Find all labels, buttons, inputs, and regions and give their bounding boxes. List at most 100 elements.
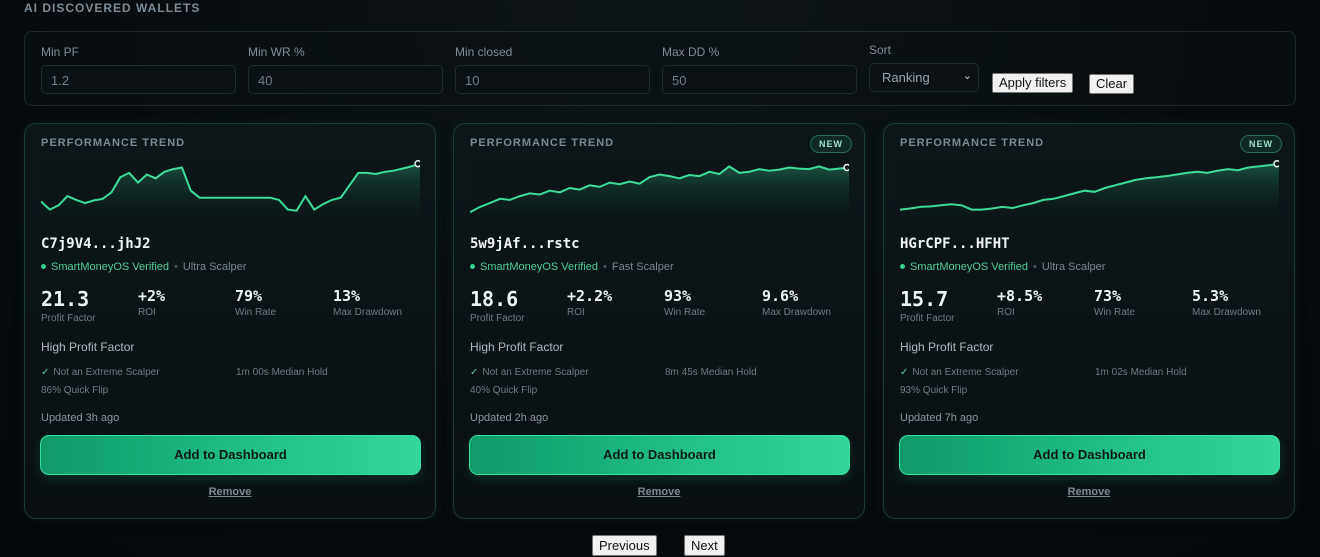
- trader-style: Ultra Scalper: [182, 261, 247, 273]
- trader-style: Fast Scalper: [611, 261, 674, 273]
- remove-link: Remove: [884, 486, 1294, 498]
- max-drawdown-label: Max Drawdown: [1192, 307, 1261, 318]
- verified-label: SmartMoneyOS Verified: [51, 261, 169, 273]
- roi-metric: +8.5% ROI: [997, 287, 1042, 318]
- add-to-dashboard-button[interactable]: Add to Dashboard: [469, 435, 850, 475]
- wallet-card: PERFORMANCE TREND C7j9V4...jhJ2 SmartMon…: [24, 123, 436, 519]
- trader-style: Ultra Scalper: [1041, 261, 1106, 273]
- sort-select-value: Ranking: [882, 70, 930, 85]
- sparkline-endpoint: [414, 159, 420, 168]
- sparkline-area: [470, 166, 849, 219]
- roi-metric: +2% ROI: [138, 287, 165, 318]
- clear-filters-button[interactable]: Clear: [1089, 74, 1135, 94]
- max-dd-filter: Max DD % 50: [662, 45, 857, 94]
- max-drawdown-value: 5.3%: [1192, 287, 1229, 305]
- sort-filter: Sort Ranking ⌄: [869, 43, 979, 92]
- win-rate-label: Win Rate: [1094, 307, 1136, 318]
- highlight-label: High Profit Factor: [900, 340, 994, 354]
- min-pf-filter: Min PF 1.2: [41, 45, 236, 94]
- sparkline-line: [900, 162, 1279, 211]
- profit-factor-label: Profit Factor: [900, 313, 955, 324]
- verification-line: SmartMoneyOS Verified • Fast Scalper: [470, 261, 674, 273]
- roi-value: +2.2%: [567, 287, 613, 305]
- performance-sparkline: [41, 157, 420, 219]
- quick-flip-tag: 86% Quick Flip: [41, 385, 109, 396]
- verified-dot-icon: [900, 263, 905, 269]
- remove-link: Remove: [25, 486, 435, 498]
- profit-factor-label: Profit Factor: [41, 313, 96, 324]
- median-hold-tag: 1m 00s Median Hold: [236, 367, 328, 378]
- new-badge: NEW: [810, 135, 852, 153]
- remove-link-text[interactable]: Remove: [208, 486, 252, 498]
- win-rate-value: 79%: [235, 287, 263, 305]
- updated-time: Updated 3h ago: [41, 412, 120, 424]
- performance-trend-label: PERFORMANCE TREND: [900, 137, 1045, 149]
- win-rate-metric: 79% Win Rate: [235, 287, 276, 318]
- win-rate-metric: 73% Win Rate: [1094, 287, 1135, 318]
- wallet-card: PERFORMANCE TREND NEW 5w9jAf...rstc Smar…: [453, 123, 865, 519]
- win-rate-label: Win Rate: [664, 307, 706, 318]
- previous-page-button[interactable]: Previous: [592, 535, 657, 556]
- profit-factor-label: Profit Factor: [470, 313, 525, 324]
- performance-trend-label: PERFORMANCE TREND: [470, 137, 615, 149]
- check-icon: ✓: [41, 367, 50, 378]
- add-to-dashboard-button[interactable]: Add to Dashboard: [899, 435, 1280, 475]
- next-page-button[interactable]: Next: [684, 535, 725, 556]
- scalper-tag: ✓ Not an Extreme Scalper: [41, 367, 160, 378]
- new-badge: NEW: [1240, 135, 1282, 153]
- highlight-label: High Profit Factor: [41, 340, 135, 354]
- min-wr-label: Min WR %: [248, 45, 305, 59]
- scalper-tag: ✓ Not an Extreme Scalper: [470, 367, 589, 378]
- median-hold-tag: 8m 45s Median Hold: [665, 367, 757, 378]
- apply-filters-button[interactable]: Apply filters: [992, 73, 1074, 93]
- max-dd-label: Max DD %: [662, 45, 720, 59]
- sort-select[interactable]: Ranking ⌄: [869, 63, 979, 92]
- min-pf-label: Min PF: [41, 45, 80, 59]
- performance-sparkline: [470, 157, 849, 219]
- profit-factor-metric: 15.7 Profit Factor: [900, 287, 954, 324]
- verified-dot-icon: [41, 263, 46, 269]
- add-to-dashboard-button[interactable]: Add to Dashboard: [40, 435, 421, 475]
- chevron-down-icon: ⌄: [962, 70, 972, 82]
- sparkline-endpoint: [1273, 159, 1279, 168]
- min-wr-input[interactable]: 40: [248, 65, 443, 94]
- scalper-tag: ✓ Not an Extreme Scalper: [900, 367, 1019, 378]
- max-drawdown-label: Max Drawdown: [762, 307, 831, 318]
- sparkline-area: [41, 163, 420, 219]
- max-dd-input[interactable]: 50: [662, 65, 857, 94]
- roi-metric: +2.2% ROI: [567, 287, 612, 318]
- wallet-address[interactable]: C7j9V4...jhJ2: [41, 236, 151, 252]
- updated-time: Updated 7h ago: [900, 412, 979, 424]
- sparkline-line: [470, 165, 849, 214]
- performance-sparkline: [900, 157, 1279, 219]
- wallet-address[interactable]: 5w9jAf...rstc: [470, 236, 580, 252]
- min-closed-input[interactable]: 10: [455, 65, 650, 94]
- roi-label: ROI: [138, 307, 156, 318]
- max-drawdown-label: Max Drawdown: [333, 307, 402, 318]
- verified-label: SmartMoneyOS Verified: [480, 261, 598, 273]
- verification-line: SmartMoneyOS Verified • Ultra Scalper: [41, 261, 246, 273]
- wallet-card: PERFORMANCE TREND NEW HGrCPF...HFHT Smar…: [883, 123, 1295, 519]
- wallet-address[interactable]: HGrCPF...HFHT: [900, 236, 1010, 252]
- performance-trend-label: PERFORMANCE TREND: [41, 137, 186, 149]
- min-pf-input[interactable]: 1.2: [41, 65, 236, 94]
- profit-factor-value: 15.7: [900, 287, 949, 311]
- max-drawdown-metric: 5.3% Max Drawdown: [1192, 287, 1261, 318]
- profit-factor-value: 18.6: [470, 287, 519, 311]
- remove-link-text[interactable]: Remove: [637, 486, 681, 498]
- max-drawdown-value: 13%: [333, 287, 361, 305]
- separator-dot: •: [1033, 261, 1037, 273]
- sort-label: Sort: [869, 43, 892, 57]
- verification-line: SmartMoneyOS Verified • Ultra Scalper: [900, 261, 1105, 273]
- roi-label: ROI: [567, 307, 585, 318]
- remove-link-text[interactable]: Remove: [1067, 486, 1111, 498]
- quick-flip-tag: 40% Quick Flip: [470, 385, 538, 396]
- min-closed-label: Min closed: [455, 45, 513, 59]
- verified-dot-icon: [470, 263, 475, 269]
- max-drawdown-metric: 13% Max Drawdown: [333, 287, 402, 318]
- sparkline-endpoint: [843, 163, 849, 172]
- quick-flip-tag: 93% Quick Flip: [900, 385, 968, 396]
- profit-factor-value: 21.3: [41, 287, 90, 311]
- win-rate-value: 93%: [664, 287, 692, 305]
- sparkline-line: [41, 162, 420, 212]
